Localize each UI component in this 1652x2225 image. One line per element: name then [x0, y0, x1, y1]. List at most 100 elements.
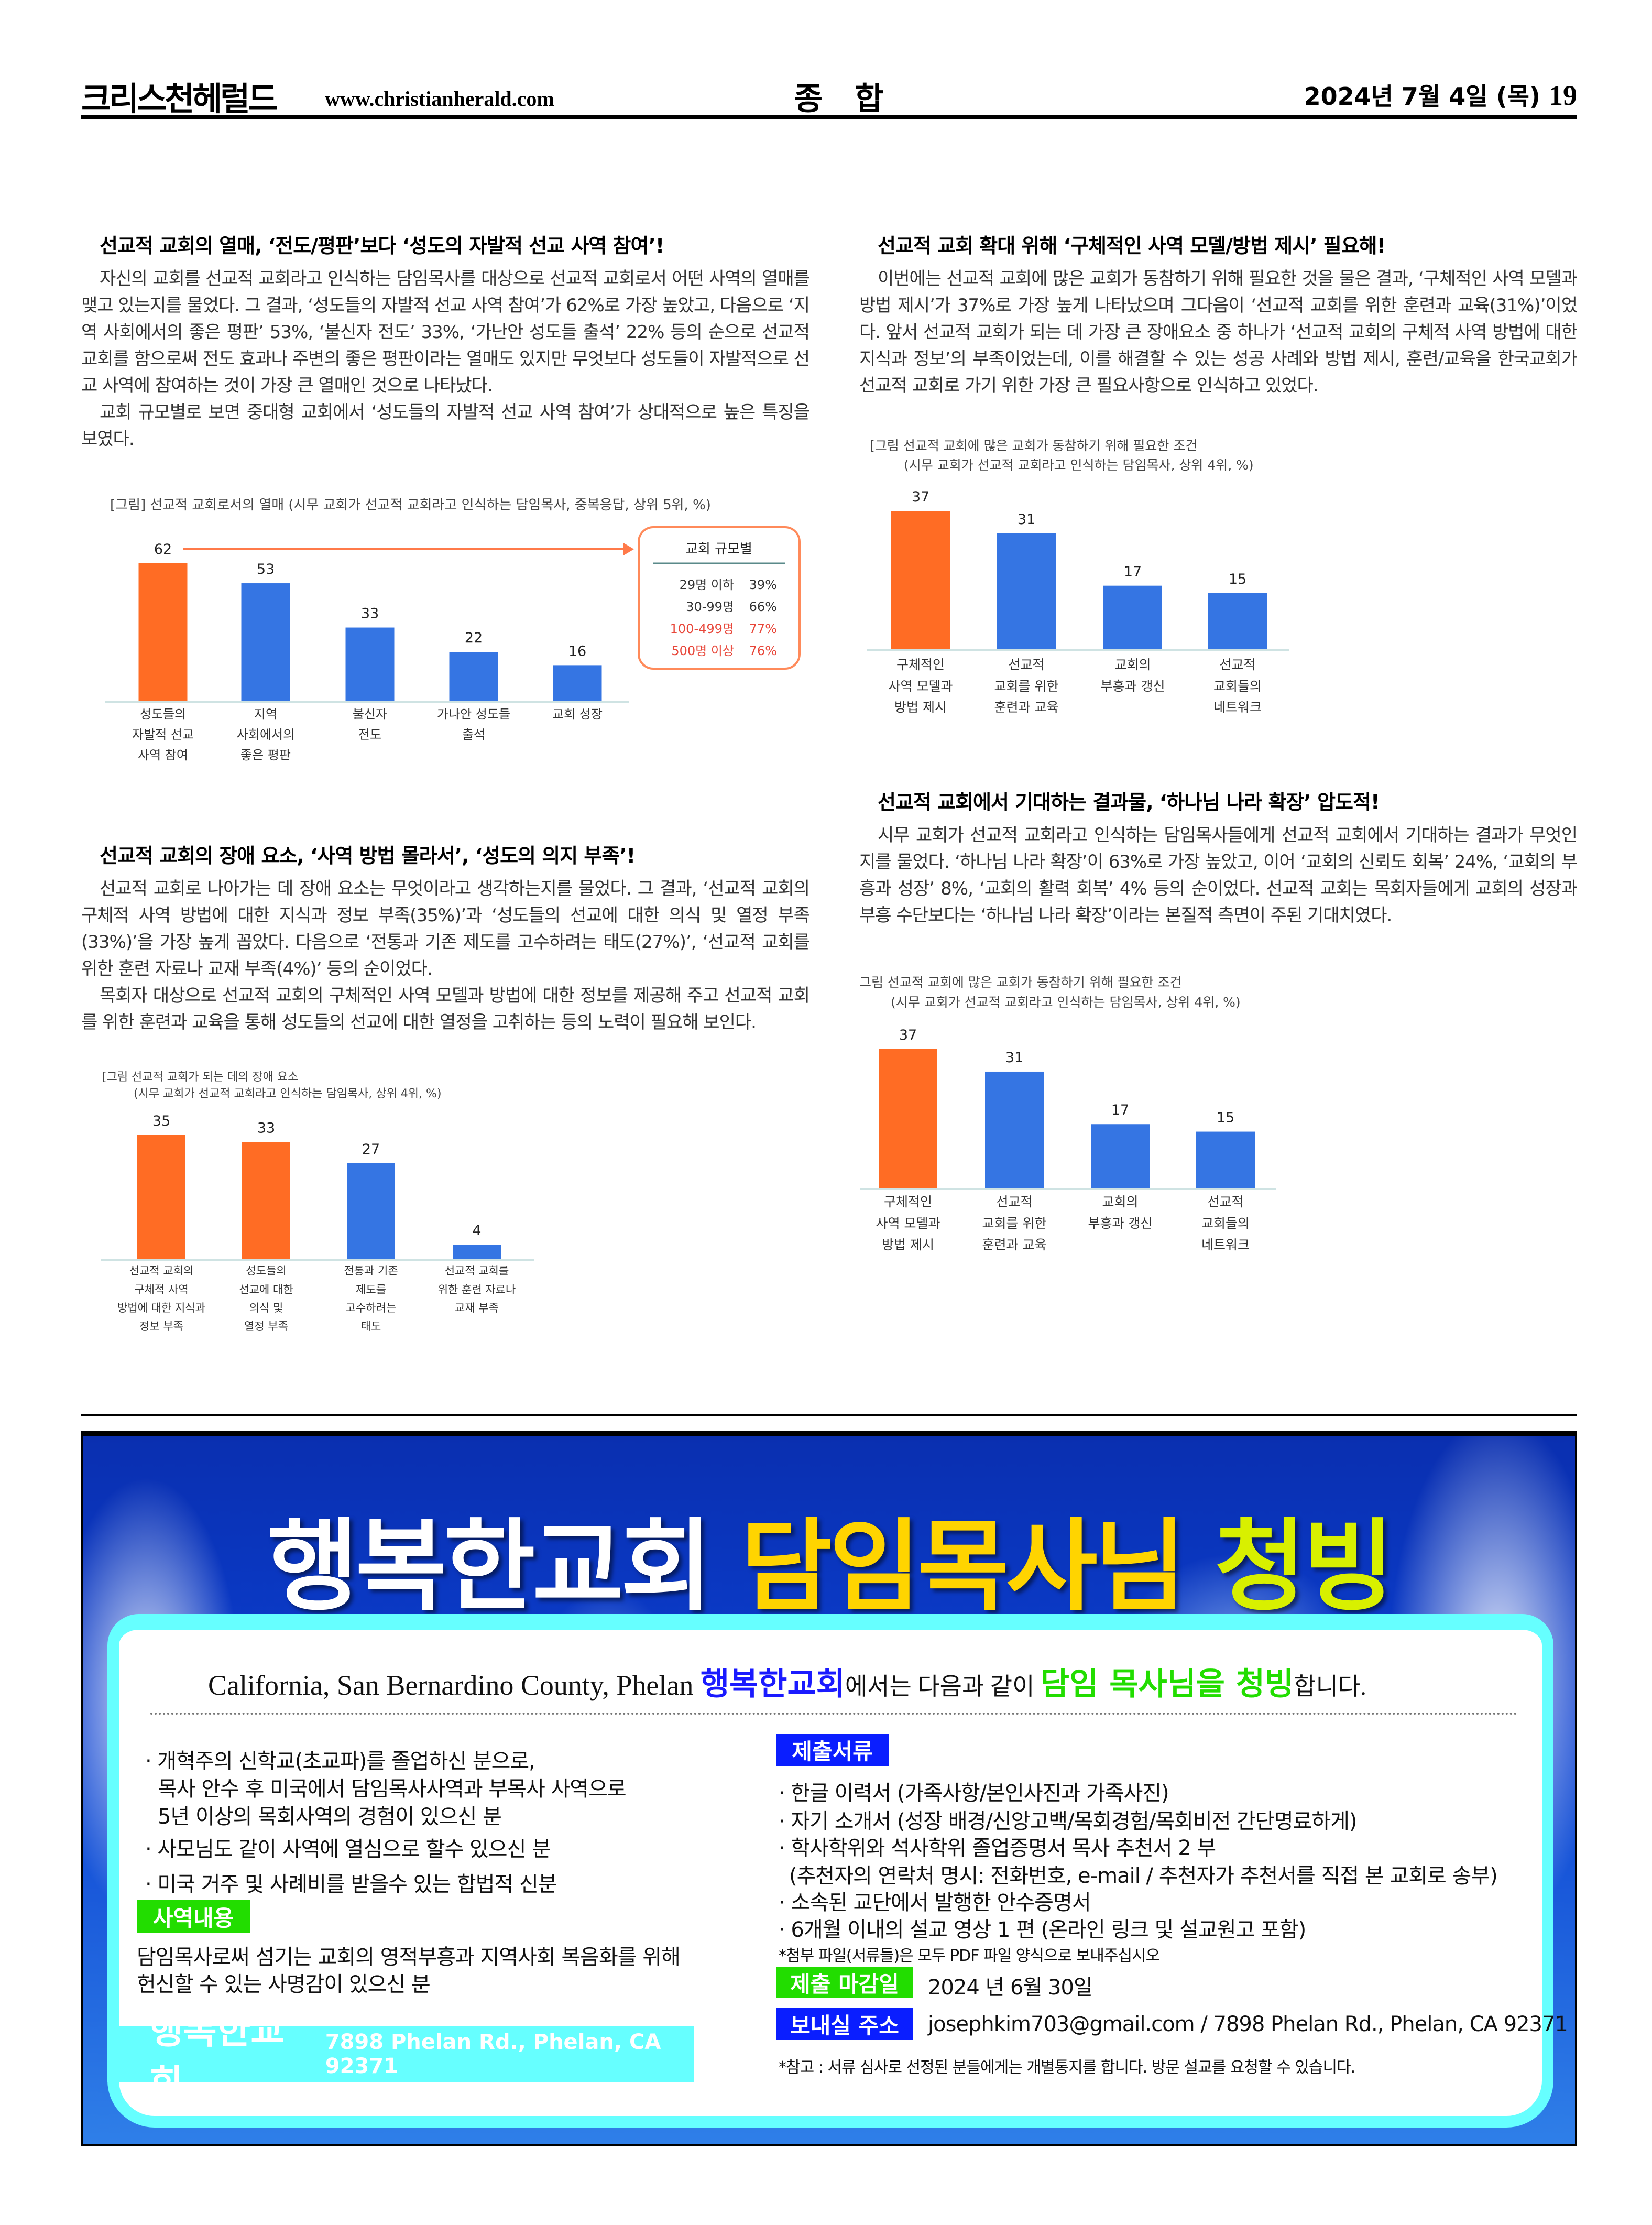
chart-category-label: 훈련과 교육 [982, 1237, 1047, 1252]
issue-date: 2024년 7월 4일 (목) 19 [1304, 78, 1577, 112]
chart-category-label: 교회 성장 [552, 707, 603, 722]
chart-category-label: 불신자 [353, 707, 387, 722]
chart-value-label: 15 [1217, 1110, 1234, 1126]
chart-category-label: 네트워크 [1213, 700, 1262, 715]
chart-bar [891, 511, 950, 649]
article-fruit: 선교적 교회의 열매, ‘전도/평판’보다 ‘성도의 자발적 선교 사역 참여’… [81, 230, 810, 453]
qualification-item: · 개혁주의 신학교(초교파)를 졸업하신 분으로, [145, 1749, 535, 1773]
article-paragraph: 시무 교회가 선교적 교회라고 인식하는 담임목사들에게 선교적 교회에서 기대… [859, 825, 1578, 926]
ad-content-box: California, San Bernardino County, Phela… [107, 1614, 1568, 2128]
chart-category-label: 선교적 [996, 1194, 1032, 1209]
chart-category-label: 고수하려는 [346, 1302, 397, 1314]
attachment-note: *첨부 파일(서류들)은 모두 PDF 파일 양식으로 보내주십시오 [779, 1947, 1160, 1965]
chart-title: [그림] 선교적 교회로서의 열매 (시무 교회가 선교적 교회라고 인식하는 … [110, 497, 711, 513]
chart-category-label: 선교적 [1207, 1194, 1243, 1209]
article-obstacles: 선교적 교회의 장애 요소, ‘사역 방법 몰라서’, ‘성도의 의지 부족’!… [81, 839, 810, 1036]
chart-title: 그림 선교적 교회에 많은 교회가 동참하기 위해 필요한 조건 [859, 975, 1182, 990]
chart-fruit: [그림] 선교적 교회로서의 열매 (시무 교회가 선교적 교회라고 인식하는 … [105, 497, 801, 762]
address-value[interactable]: josephkim703@gmail.com / 7898 Phelan Rd.… [928, 2012, 1568, 2036]
ministry-label: 사역내용 [137, 1900, 250, 1933]
document-item: · 자기 소개서 (성장 배경/신앙고백/목회경험/목회비전 간단명료하게) [779, 1809, 1358, 1834]
qualification-item: 5년 이상의 목회사역의 경험이 있으신 분 [158, 1805, 502, 1829]
chart-bar [242, 1142, 290, 1259]
address-label: 보내실 주소 [776, 2008, 913, 2040]
chart-category-label: 선교적 교회를 [445, 1264, 509, 1277]
article-paragraph: 이번에는 선교적 교회에 많은 교회가 동참하기 위해 필요한 것을 물은 결과… [859, 268, 1578, 396]
ad-note: *참고 : 서류 심사로 선정된 분들에게는 개별통지를 합니다. 방문 설교를… [779, 2058, 1355, 2077]
chart-bar [345, 627, 395, 701]
chart-value-label: 37 [899, 1027, 917, 1043]
qualification-item: · 사모님도 같이 사역에 열심으로 할수 있으신 분 [145, 1837, 551, 1861]
chart-category-label: 제도를 [356, 1283, 386, 1296]
article-paragraph: 자신의 교회를 선교적 교회라고 인식하는 담임목사를 대상으로 선교적 교회로… [81, 268, 810, 396]
chart-category-label: 방법 제시 [894, 700, 947, 715]
chart-category-label: 성도들의 [246, 1264, 286, 1277]
chart-category-label: 정보 부족 [139, 1320, 183, 1333]
chart-category-label: 위한 훈련 자료나 [438, 1283, 516, 1296]
chart-category-label: 사회에서의 [237, 727, 294, 742]
chart-bar [553, 665, 602, 701]
chart-value-label: 17 [1124, 564, 1142, 580]
advertisement: 행복한교회 담임목사님 청빙 California, San Bernardin… [81, 1431, 1577, 2146]
dotted-divider [150, 1713, 1518, 1715]
qualification-item: · 미국 거주 및 사례비를 받을수 있는 합법적 신분 [145, 1872, 557, 1896]
deadline-label: 제출 마감일 [776, 1967, 913, 1998]
ministry-line: 헌신할 수 있는 사명감이 있으신 분 [137, 1972, 431, 1997]
ministry-line: 담임목사로써 섬기는 교회의 영적부흥과 지역사회 복음화를 위해 [137, 1945, 681, 1969]
chart-value-label: 62 [154, 541, 172, 558]
chart-bar [1103, 585, 1162, 649]
chart-bar [985, 1071, 1044, 1188]
article-paragraph: 교회 규모별로 보면 중대형 교회에서 ‘성도들의 자발적 선교 사역 참여’가… [81, 402, 810, 450]
chart-value-label: 37 [912, 489, 929, 505]
chart-bar [1196, 1131, 1255, 1188]
chart-value-label: 33 [361, 606, 379, 622]
chart-value-label: 22 [465, 630, 483, 646]
site-url[interactable]: www.christianherald.com [325, 87, 554, 111]
section-name: 종 합 [794, 81, 894, 117]
chart-value-label: 35 [152, 1113, 170, 1129]
chart-category-label: 구체적 사역 [134, 1283, 188, 1296]
deadline-value: 2024 년 6월 30일 [928, 1976, 1093, 2000]
inset-row-label: 100-499명 [670, 621, 734, 636]
chart-bar [879, 1049, 937, 1188]
intro-middle: 에서는 다음과 같이 [845, 1673, 1041, 1700]
inset-row-label: 500명 이상 [671, 643, 734, 658]
chart-category-label: 전도 [358, 727, 381, 742]
ad-intro: California, San Bernardino County, Phela… [208, 1659, 1366, 1704]
chart-category-label: 교회들의 [1201, 1216, 1250, 1231]
chart-bar [1208, 593, 1267, 649]
chart-value-label: 16 [568, 643, 586, 659]
chart-category-label: 사역 참여 [138, 748, 188, 762]
chart-value-label: 4 [472, 1223, 481, 1239]
chart-category-label: 태도 [361, 1320, 381, 1333]
article-paragraph: 목회자 대상으로 선교적 교회의 구체적인 사역 모델과 방법에 대한 정보를 … [81, 985, 810, 1033]
chart-category-label: 출석 [462, 727, 485, 742]
chart-title: [그림 선교적 교회에 많은 교회가 동참하기 위해 필요한 조건 [870, 438, 1197, 453]
chart-value-label: 27 [362, 1141, 380, 1158]
chart-category-label: 열정 부족 [244, 1320, 288, 1333]
chart-category-label: 부흥과 갱신 [1088, 1216, 1153, 1231]
chart-category-label: 선교적 [1219, 657, 1255, 672]
chart-bar [449, 652, 498, 701]
inset-row-value: 76% [749, 643, 777, 658]
chart-category-label: 구체적인 [896, 657, 945, 672]
chart-bar [453, 1245, 501, 1259]
chart-category-label: 교재 부족 [455, 1302, 499, 1314]
chart-title: (시무 교회가 선교적 교회라고 인식하는 담임목사, 상위 4위, %) [134, 1087, 442, 1100]
qualification-item: 목사 안수 후 미국에서 담임목사사역과 부목사 사역으로 [158, 1777, 627, 1801]
chart-category-label: 전통과 기존 [344, 1264, 398, 1277]
chart-category-label: 네트워크 [1201, 1237, 1250, 1252]
inset-arrow-head [623, 543, 634, 555]
chart-title: [그림 선교적 교회가 되는 데의 장애 요소 [102, 1071, 298, 1084]
chart-category-label: 교회를 위한 [994, 679, 1059, 694]
chart-category-label: 선교에 대한 [239, 1283, 293, 1296]
article-heading: 선교적 교회의 열매, ‘전도/평판’보다 ‘성도의 자발적 선교 사역 참여’… [100, 234, 664, 257]
chart-category-label: 의식 및 [249, 1302, 283, 1314]
article-expectations: 선교적 교회에서 기대하는 결과물, ‘하나님 나라 확장’ 압도적! 시무 교… [859, 786, 1578, 929]
chart-category-label: 교회의 [1114, 657, 1151, 672]
intro-prefix: California, San Bernardino County, Phela… [208, 1670, 701, 1701]
chart-value-label: 31 [1018, 511, 1035, 528]
chart-bar [347, 1163, 395, 1259]
ad-title: 행복한교회 담임목사님 청빙 [83, 1486, 1575, 1630]
article-heading: 선교적 교회의 장애 요소, ‘사역 방법 몰라서’, ‘성도의 의지 부족’! [100, 844, 636, 867]
